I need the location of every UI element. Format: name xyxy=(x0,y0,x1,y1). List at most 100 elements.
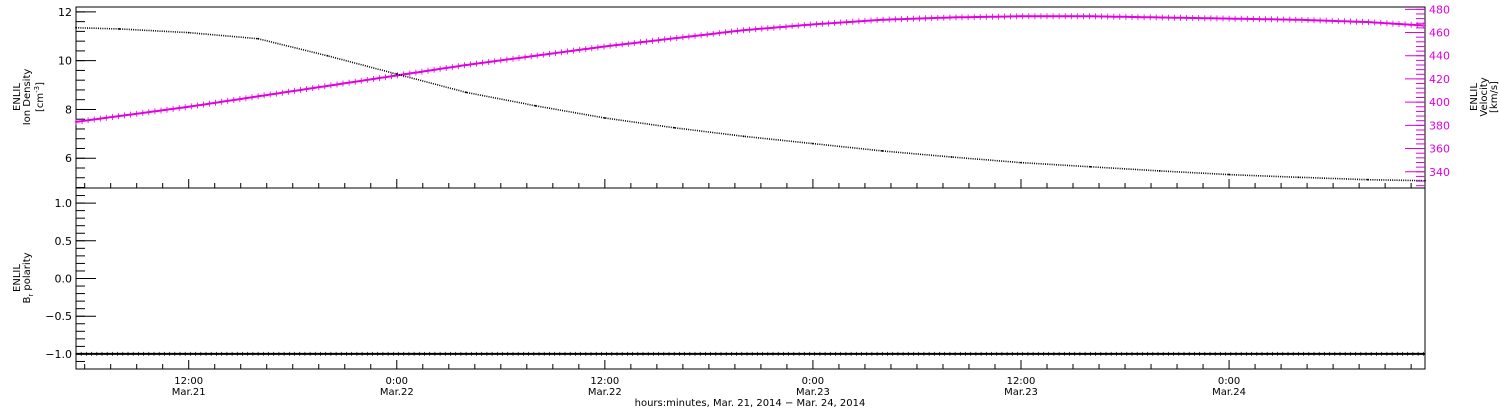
density-unit-close: ] xyxy=(35,82,46,86)
density-axis-ticks: 6 8 10 12 xyxy=(58,6,96,189)
velocity-point xyxy=(1366,21,1369,24)
density-series xyxy=(75,26,1426,182)
velocity-point xyxy=(1089,15,1092,18)
density-point xyxy=(1158,170,1161,172)
density-point xyxy=(1366,178,1369,181)
tick-label: 400 xyxy=(1429,96,1450,109)
density-point xyxy=(1089,165,1092,168)
tick-label: 420 xyxy=(1429,73,1450,86)
density-point xyxy=(673,126,676,129)
density-point xyxy=(118,28,121,30)
tick-label: 1.0 xyxy=(55,197,73,210)
date-tick-label: Mar.23 xyxy=(1004,387,1038,398)
velocity-point xyxy=(257,95,260,98)
time-tick-label: 12:00 xyxy=(590,376,619,387)
velocity-label-line2: Velocity xyxy=(1479,77,1490,116)
density-point xyxy=(257,37,259,40)
tick-label: 380 xyxy=(1429,119,1450,132)
polarity-axis-ticks: −1.0 −0.5 0.0 0.5 1.0 xyxy=(45,187,96,362)
density-point xyxy=(1020,161,1022,164)
date-tick-label: Mar.22 xyxy=(588,387,622,398)
velocity-point xyxy=(118,115,121,118)
polarity-label-b: B xyxy=(22,297,33,304)
velocity-axis-ticks: 340 360 380 400 420 440 460 480 xyxy=(1405,3,1450,187)
velocity-point xyxy=(1424,24,1426,27)
velocity-markers xyxy=(75,13,1424,125)
tick-label: −0.5 xyxy=(45,310,72,323)
density-point xyxy=(1424,179,1426,182)
tick-label: 340 xyxy=(1429,166,1450,179)
tick-label: 460 xyxy=(1429,27,1450,40)
x-axis-title: hours:minutes, Mar. 21, 2014 − Mar. 24, … xyxy=(635,398,866,409)
date-tick-label: Mar.21 xyxy=(172,387,206,398)
density-point xyxy=(881,150,884,152)
tick-label: 0.5 xyxy=(55,235,73,248)
polarity-label-line1: ENLIL xyxy=(12,264,23,292)
top-panel: 6 8 10 12 340 360 380 400 420 440 460 480 ENLIL Io… xyxy=(12,3,1500,189)
bottom-panel-frame xyxy=(75,187,1426,370)
time-tick-label: 0:00 xyxy=(386,376,408,387)
velocity-label-line1: ENLIL xyxy=(1469,83,1480,111)
date-tick-label: Mar.23 xyxy=(796,387,830,398)
polarity-label-subscript: r xyxy=(27,294,35,297)
density-point xyxy=(1297,176,1300,179)
density-point xyxy=(1228,173,1230,176)
polarity-markers xyxy=(75,351,1424,356)
polarity-label-rest: polarity xyxy=(22,252,33,293)
time-tick-label: 0:00 xyxy=(802,376,824,387)
velocity-point xyxy=(1228,17,1231,20)
density-point xyxy=(603,117,606,119)
density-unit-base: [cm xyxy=(35,93,46,112)
velocity-point xyxy=(187,105,190,108)
density-point xyxy=(812,142,814,145)
date-tick-label: Mar.22 xyxy=(380,387,414,398)
velocity-point xyxy=(1158,16,1161,19)
density-point xyxy=(187,31,190,34)
top-panel-frame xyxy=(75,6,1426,189)
tick-label: 10 xyxy=(58,55,72,68)
velocity-point xyxy=(603,45,606,48)
velocity-point xyxy=(1297,18,1300,21)
density-unit-label: [cm-3] xyxy=(33,82,46,112)
tick-label: −1.0 xyxy=(45,348,72,361)
time-tick-label: 0:00 xyxy=(1218,376,1240,387)
velocity-point xyxy=(673,37,676,40)
tick-label: 6 xyxy=(65,152,72,165)
velocity-point xyxy=(881,18,884,21)
time-axis-labels: 12:00Mar.210:00Mar.2212:00Mar.220:00Mar.… xyxy=(172,376,1246,398)
density-point xyxy=(326,54,329,57)
density-point xyxy=(950,156,953,158)
velocity-point xyxy=(811,23,814,26)
bottom-panel-time-ticks xyxy=(84,360,1412,369)
velocity-point xyxy=(742,29,745,32)
tick-label: 12 xyxy=(58,6,72,19)
tick-label: 480 xyxy=(1429,3,1450,16)
tick-label: 0.0 xyxy=(55,273,73,286)
velocity-point xyxy=(75,120,77,123)
density-line xyxy=(75,26,1424,182)
velocity-label-line3: [km/s] xyxy=(1489,81,1500,113)
density-label-line2: Ion Density xyxy=(22,69,33,126)
density-label-line1: ENLIL xyxy=(12,83,23,111)
velocity-point xyxy=(465,64,468,67)
bottom-panel: −1.0 −0.5 0.0 0.5 1.0 ENLIL Br polarity xyxy=(12,187,1426,370)
density-unit-exponent: -3 xyxy=(33,86,41,93)
polarity-label-line2: Br polarity xyxy=(22,252,35,303)
date-tick-label: Mar.24 xyxy=(1212,387,1246,398)
density-point xyxy=(742,135,745,138)
velocity-point xyxy=(1019,15,1022,18)
time-tick-label: 12:00 xyxy=(1007,376,1036,387)
density-point xyxy=(534,104,537,107)
tick-label: 440 xyxy=(1429,50,1450,63)
velocity-series xyxy=(75,13,1426,125)
velocity-point xyxy=(950,16,953,19)
tick-label: 8 xyxy=(65,103,72,116)
velocity-point xyxy=(534,54,537,57)
density-point xyxy=(465,91,468,94)
polarity-series xyxy=(75,351,1425,356)
density-point xyxy=(395,73,398,75)
tick-label: 360 xyxy=(1429,143,1450,156)
time-tick-label: 12:00 xyxy=(174,376,203,387)
density-point xyxy=(75,26,77,29)
